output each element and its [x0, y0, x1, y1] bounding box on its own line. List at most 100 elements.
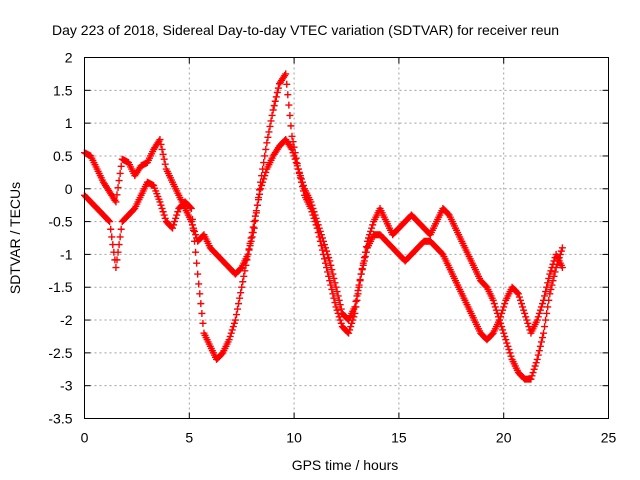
- data-point: [335, 296, 343, 304]
- data-point: [268, 111, 276, 119]
- data-point: [540, 296, 548, 304]
- data-point: [283, 80, 291, 88]
- data-point: [322, 259, 330, 267]
- data-point: [346, 326, 354, 334]
- data-point: [327, 281, 335, 289]
- data-point: [244, 250, 252, 258]
- data-point: [500, 329, 508, 337]
- data-point: [541, 292, 549, 300]
- data-point: [251, 212, 259, 220]
- x-tick-label: 15: [391, 430, 407, 446]
- data-point: [507, 352, 515, 360]
- data-point: [524, 319, 532, 327]
- data-point: [325, 254, 333, 262]
- data-point: [113, 191, 121, 199]
- data-point: [331, 299, 339, 307]
- data-point: [288, 132, 296, 140]
- data-point: [332, 303, 340, 311]
- x-tick-label: 5: [185, 430, 193, 446]
- data-point: [258, 181, 266, 189]
- data-point: [112, 264, 120, 272]
- data-point: [286, 111, 294, 119]
- data-point: [236, 294, 244, 302]
- data-point: [192, 231, 200, 239]
- data-point: [225, 336, 233, 344]
- data-point: [335, 313, 343, 321]
- data-point: [534, 351, 542, 359]
- data-point: [505, 346, 513, 354]
- data-point: [292, 159, 300, 167]
- data-point: [311, 211, 319, 219]
- data-point: [535, 309, 543, 317]
- data-point: [271, 97, 279, 105]
- data-point: [543, 283, 551, 291]
- data-point: [538, 334, 546, 342]
- y-tick-label: 0: [65, 181, 73, 197]
- data-point: [290, 152, 298, 160]
- data-point: [157, 140, 165, 148]
- data-point: [557, 247, 565, 255]
- data-point: [169, 224, 177, 232]
- data-point: [197, 300, 205, 308]
- data-point: [294, 165, 302, 173]
- data-point: [172, 214, 180, 222]
- data-point: [252, 207, 260, 215]
- data-point: [320, 241, 328, 249]
- data-point: [260, 159, 268, 167]
- data-point: [230, 319, 238, 327]
- data-point: [105, 216, 113, 224]
- x-tick-label: 10: [286, 430, 302, 446]
- data-point: [262, 145, 270, 153]
- data-point: [289, 138, 297, 146]
- data-point: [307, 198, 315, 206]
- data-point: [115, 241, 123, 249]
- data-point: [317, 242, 325, 250]
- data-point: [313, 218, 321, 226]
- data-point: [161, 160, 169, 168]
- data-point: [314, 221, 322, 229]
- data-point: [156, 136, 164, 144]
- data-point: [267, 117, 275, 125]
- data-point: [107, 225, 115, 233]
- data-point: [519, 303, 527, 311]
- data-point: [257, 185, 265, 193]
- data-point: [160, 155, 168, 163]
- x-tick-label: 25: [601, 430, 617, 446]
- grid-lines: [84, 57, 609, 419]
- data-point: [170, 221, 178, 229]
- data-point: [228, 326, 236, 334]
- data-point: [191, 227, 199, 235]
- data-point: [537, 338, 545, 346]
- data-point: [492, 306, 500, 314]
- data-point: [189, 226, 197, 234]
- data-point: [515, 293, 523, 301]
- data-point: [324, 268, 332, 276]
- data-point: [188, 215, 196, 223]
- data-point: [518, 300, 526, 308]
- data-point: [238, 283, 246, 291]
- data-point: [504, 342, 512, 350]
- data-point: [315, 224, 323, 232]
- data-point: [253, 201, 261, 209]
- data-point: [272, 93, 280, 101]
- data-point: [240, 272, 248, 280]
- data-point: [191, 237, 199, 245]
- data-point: [300, 181, 308, 189]
- data-point: [117, 225, 125, 233]
- data-point: [353, 292, 361, 300]
- data-point: [337, 305, 345, 313]
- data-point: [231, 316, 239, 324]
- data-point: [242, 261, 250, 269]
- data-point: [543, 309, 551, 317]
- data-point: [356, 276, 364, 284]
- data-point: [351, 303, 359, 311]
- data-point: [114, 184, 122, 192]
- data-point: [273, 89, 281, 97]
- data-point: [282, 70, 290, 78]
- data-point: [336, 301, 344, 309]
- data-point: [248, 229, 256, 237]
- data-point: [109, 241, 117, 249]
- data-point: [540, 329, 548, 337]
- data-point: [245, 245, 253, 253]
- data-point: [308, 201, 316, 209]
